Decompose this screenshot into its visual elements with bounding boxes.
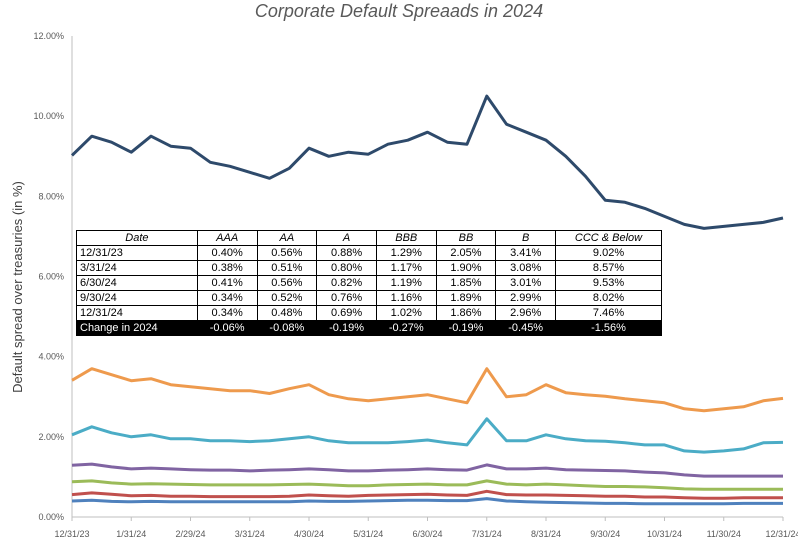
series-line-3 xyxy=(71,417,784,454)
x-tick-label: 6/30/24 xyxy=(412,529,442,539)
y-axis-label: Default spread over treasuries (in %) xyxy=(10,181,25,393)
table-header-row: Date AAA AA A BBB BB B CCC & Below xyxy=(76,230,662,246)
header-bbb: BBB xyxy=(375,230,437,246)
table-cell: 0.48% xyxy=(256,305,318,321)
header-aaa: AAA xyxy=(196,230,258,246)
table-cell: 9.53% xyxy=(555,275,662,291)
table-row: 3/31/24 0.38% 0.51% 0.80% 1.17% 1.90% 3.… xyxy=(76,260,662,276)
table-cell: 0.88% xyxy=(316,245,377,261)
series-line-1 xyxy=(70,94,784,230)
x-tick-label: 4/30/24 xyxy=(294,529,324,539)
table-cell: 6/30/24 xyxy=(76,275,198,291)
table-cell: 9/30/24 xyxy=(76,290,198,306)
table-cell: 0.69% xyxy=(316,305,377,321)
table-cell: 3.41% xyxy=(495,245,557,261)
series-line-4 xyxy=(71,462,783,478)
y-tick-label: 4.00% xyxy=(38,352,64,362)
table-cell: 1.17% xyxy=(375,260,437,276)
table-cell: 8.57% xyxy=(555,260,662,276)
table-row: 6/30/24 0.41% 0.56% 0.82% 1.19% 1.85% 3.… xyxy=(76,275,662,291)
chart-title: Corporate Default Spreaads in 2024 xyxy=(255,1,543,21)
table-cell: 3.01% xyxy=(495,275,557,291)
table-cell: -0.19% xyxy=(435,320,497,336)
table-cell: 1.16% xyxy=(375,290,437,306)
header-b: B xyxy=(495,230,557,246)
table-cell: -0.19% xyxy=(316,320,377,336)
table-cell: 1.89% xyxy=(435,290,497,306)
x-tick-label: 11/30/24 xyxy=(707,529,741,539)
header-date: Date xyxy=(76,230,198,246)
table-cell: 2.99% xyxy=(495,290,557,306)
table-cell: 0.80% xyxy=(316,260,377,276)
spread-table: Date AAA AA A BBB BB B CCC & Below 12/31… xyxy=(76,230,662,336)
x-tick-label: 2/29/24 xyxy=(175,529,205,539)
table-cell: 9.02% xyxy=(555,245,662,261)
header-bb: BB xyxy=(435,230,497,246)
x-tick-label: 12/31/23 xyxy=(54,529,89,539)
table-cell: 0.34% xyxy=(196,290,258,306)
table-row: 12/31/24 0.34% 0.48% 0.69% 1.02% 1.86% 2… xyxy=(76,305,662,321)
x-ticks: 12/31/23 1/31/24 2/29/24 3/31/24 4/30/24 5/31… xyxy=(54,517,798,539)
table-cell: 1.02% xyxy=(375,305,437,321)
table-cell: 1.19% xyxy=(375,275,437,291)
header-aa: AA xyxy=(256,230,318,246)
table-cell: -0.27% xyxy=(375,320,437,336)
y-tick-label: 12.00% xyxy=(33,31,64,41)
table-cell: 2.96% xyxy=(495,305,557,321)
table-cell: 8.02% xyxy=(555,290,662,306)
table-cell: 0.34% xyxy=(196,305,258,321)
table-cell: 3.08% xyxy=(495,260,557,276)
header-ccc: CCC & Below xyxy=(555,230,662,246)
y-tick-label: 0.00% xyxy=(38,512,64,522)
table-cell: 3/31/24 xyxy=(76,260,198,276)
table-cell: 12/31/23 xyxy=(76,245,198,261)
x-tick-label: 3/31/24 xyxy=(235,529,265,539)
table-cell: 0.52% xyxy=(256,290,318,306)
table-cell: -0.08% xyxy=(256,320,318,336)
x-tick-label: 8/31/24 xyxy=(531,529,561,539)
table-cell: 0.41% xyxy=(196,275,258,291)
table-cell: 0.56% xyxy=(256,245,318,261)
series-line-7 xyxy=(71,497,783,506)
change-row: Change in 2024 -0.06% -0.08% -0.19% -0.2… xyxy=(76,320,662,336)
series-line-6 xyxy=(71,489,783,500)
y-ticks: 0.00% 2.00% 4.00% 6.00% 8.00% 10.00% 12.00% xyxy=(33,31,64,522)
table-cell: -1.56% xyxy=(555,320,662,336)
table-cell: 1.86% xyxy=(435,305,497,321)
x-tick-label: 9/30/24 xyxy=(590,529,620,539)
series-line-2 xyxy=(71,367,784,413)
x-tick-label: 5/31/24 xyxy=(353,529,383,539)
y-tick-label: 2.00% xyxy=(38,432,64,442)
x-tick-label: 1/31/24 xyxy=(116,529,146,539)
y-tick-label: 10.00% xyxy=(33,111,64,121)
x-tick-label: 12/31/24 xyxy=(765,529,798,539)
table-cell: -0.45% xyxy=(495,320,557,336)
table-cell: 0.51% xyxy=(256,260,318,276)
header-a: A xyxy=(316,230,377,246)
table-cell: 2.05% xyxy=(435,245,497,261)
x-tick-label: 10/31/24 xyxy=(647,529,682,539)
table-row: 9/30/24 0.34% 0.52% 0.76% 1.16% 1.89% 2.… xyxy=(76,290,662,306)
table-cell: 1.85% xyxy=(435,275,497,291)
table-row: 12/31/23 0.40% 0.56% 0.88% 1.29% 2.05% 3… xyxy=(76,245,662,261)
table-cell: 12/31/24 xyxy=(76,305,198,321)
table-cell: 1.90% xyxy=(435,260,497,276)
series-lines xyxy=(70,94,784,506)
y-tick-label: 6.00% xyxy=(38,272,64,282)
table-cell: 0.82% xyxy=(316,275,377,291)
table-cell: Change in 2024 xyxy=(76,320,198,336)
table-cell: 1.29% xyxy=(375,245,437,261)
table-cell: 0.38% xyxy=(196,260,258,276)
table-cell: -0.06% xyxy=(196,320,258,336)
table-cell: 7.46% xyxy=(555,305,662,321)
table-cell: 0.56% xyxy=(256,275,318,291)
table-cell: 0.76% xyxy=(316,290,377,306)
series-line-5 xyxy=(71,479,783,491)
table-cell: 0.40% xyxy=(196,245,258,261)
y-tick-label: 8.00% xyxy=(38,191,64,201)
x-tick-label: 7/31/24 xyxy=(472,529,502,539)
